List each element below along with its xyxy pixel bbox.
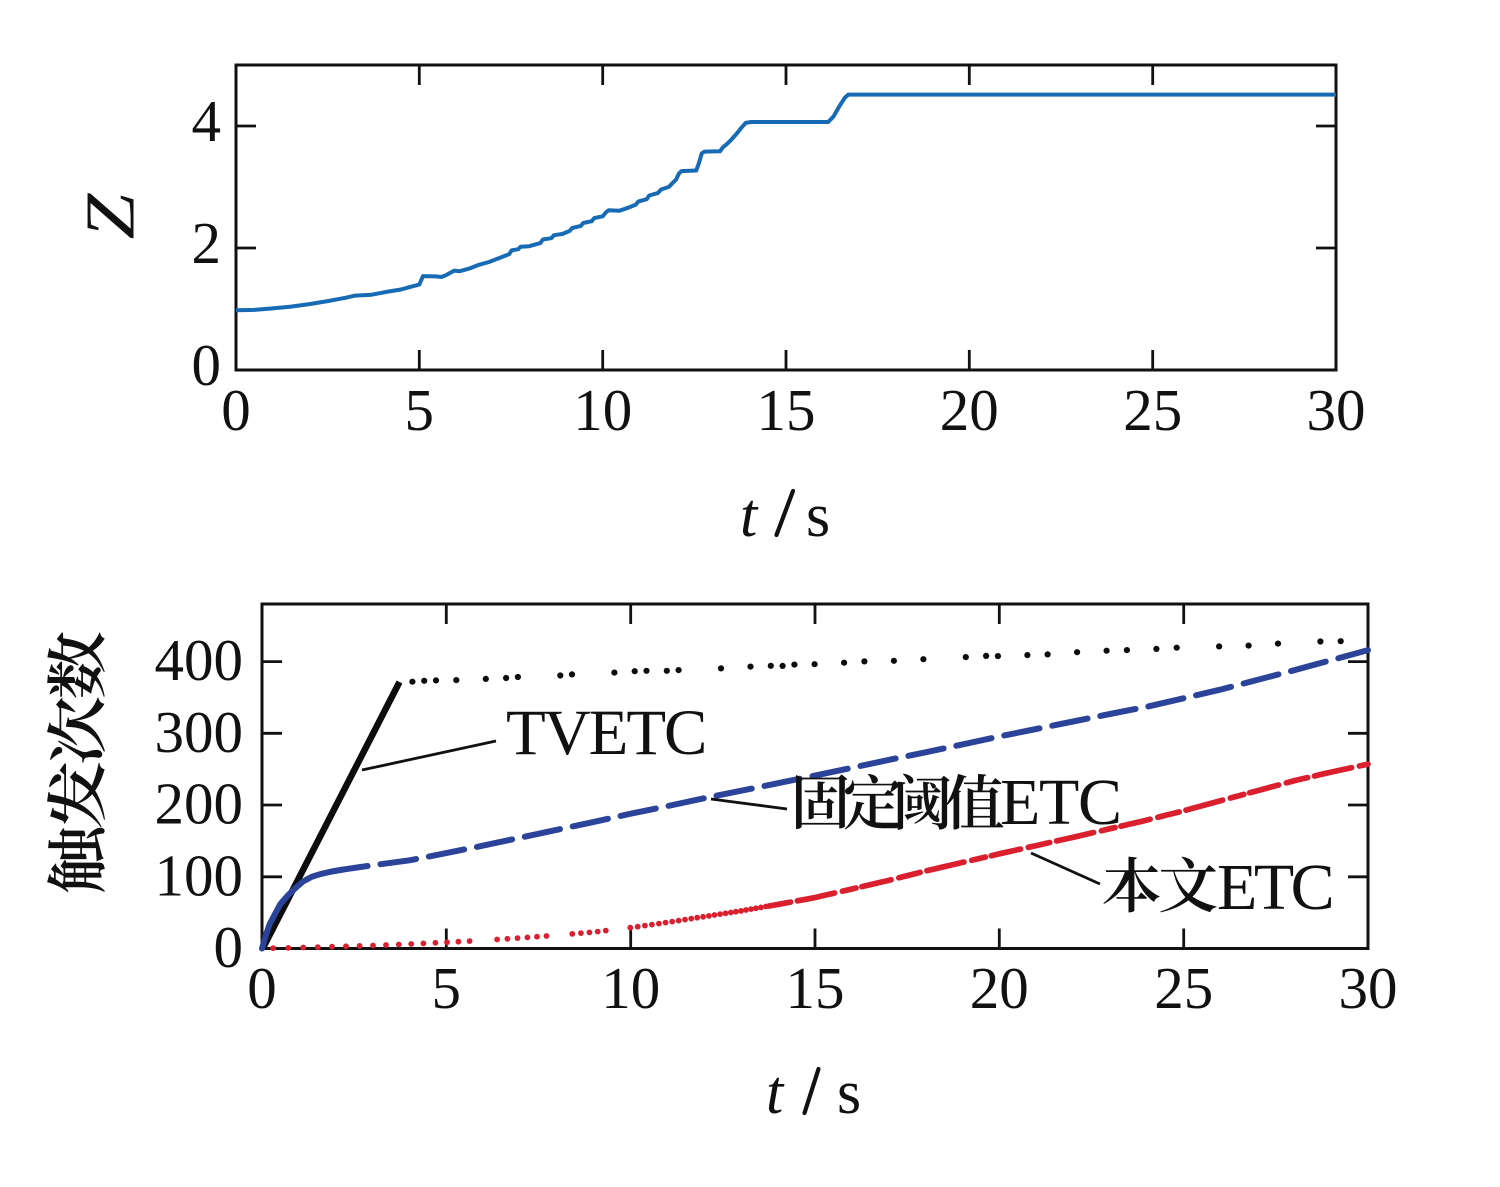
svg-text:s: s — [837, 1059, 861, 1127]
svg-text:15: 15 — [757, 377, 816, 443]
svg-text:0: 0 — [221, 377, 251, 443]
svg-text:100: 100 — [155, 842, 244, 908]
svg-text:0: 0 — [214, 914, 244, 980]
svg-text:5: 5 — [405, 377, 435, 443]
svg-text:Z: Z — [71, 192, 149, 239]
svg-text:30: 30 — [1307, 377, 1366, 443]
svg-text:30: 30 — [1339, 955, 1398, 1021]
svg-text:t: t — [766, 1059, 785, 1127]
svg-text:0: 0 — [247, 955, 277, 1021]
svg-text:TVETC: TVETC — [506, 697, 705, 769]
svg-text:ETC: ETC — [1000, 766, 1121, 839]
svg-text:t: t — [740, 482, 759, 550]
svg-text:15: 15 — [786, 955, 845, 1021]
svg-text:10: 10 — [573, 377, 632, 443]
svg-text:0: 0 — [192, 332, 222, 398]
svg-text:4: 4 — [192, 88, 222, 154]
svg-text:ETC: ETC — [1217, 851, 1332, 924]
svg-text:2: 2 — [192, 210, 222, 276]
svg-text:400: 400 — [155, 627, 244, 693]
svg-text:10: 10 — [601, 955, 660, 1021]
svg-text:300: 300 — [155, 699, 244, 765]
svg-text:20: 20 — [970, 955, 1029, 1021]
svg-text:25: 25 — [1154, 955, 1213, 1021]
svg-text:s: s — [806, 482, 830, 550]
svg-text:200: 200 — [155, 771, 244, 837]
svg-text:20: 20 — [940, 377, 999, 443]
svg-text:25: 25 — [1123, 377, 1182, 443]
svg-text:5: 5 — [432, 955, 462, 1021]
